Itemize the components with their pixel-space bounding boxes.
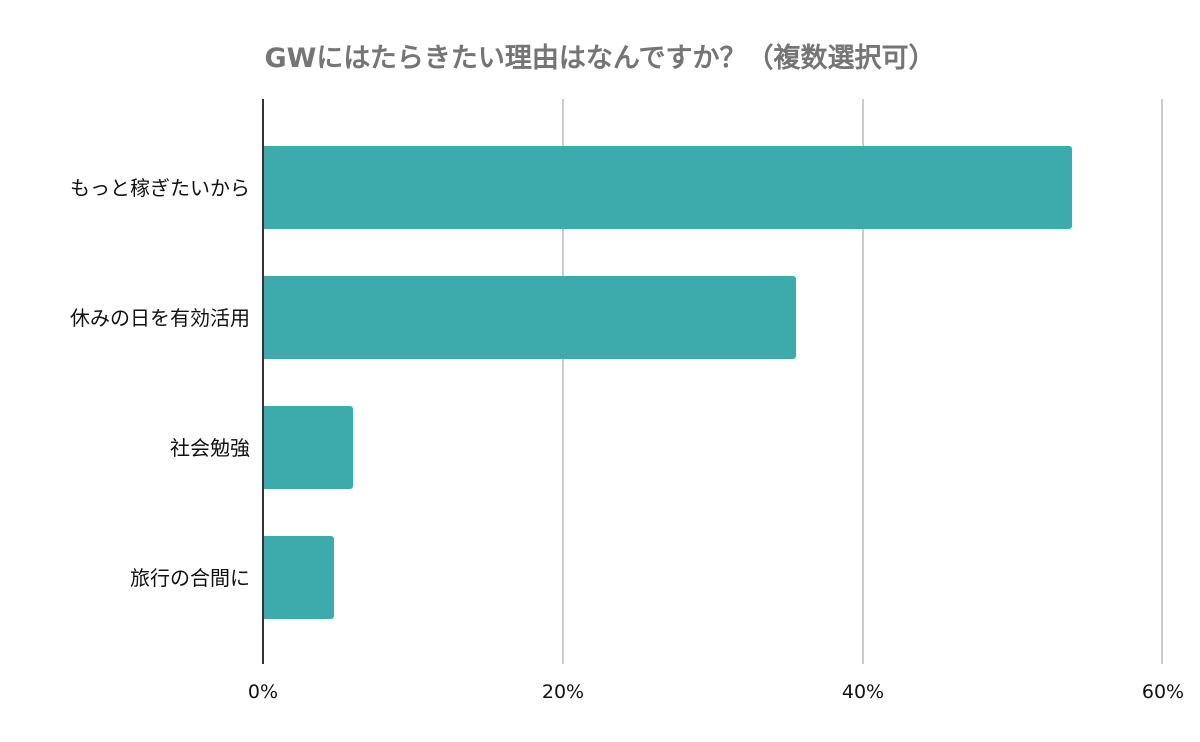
category-label: 社会勉強 bbox=[170, 436, 250, 460]
x-tick-label: 40% bbox=[841, 681, 885, 703]
gridline-40 bbox=[862, 99, 864, 664]
category-label: 休みの日を有効活用 bbox=[70, 306, 250, 330]
gridline-20 bbox=[562, 99, 564, 664]
bar bbox=[263, 146, 1072, 229]
plot-area bbox=[262, 99, 1163, 664]
category-label: 旅行の合間に bbox=[130, 566, 250, 590]
bar bbox=[263, 406, 353, 489]
chart-title: GWにはたらきたい理由はなんですか？（複数選択可） bbox=[264, 43, 936, 74]
gridline-60 bbox=[1161, 99, 1163, 664]
x-tick-label: 20% bbox=[541, 681, 585, 703]
x-tick-label: 0% bbox=[247, 681, 279, 703]
y-axis-line bbox=[262, 99, 264, 664]
x-tick-label: 60% bbox=[1141, 681, 1185, 703]
category-label: もっと稼ぎたいから bbox=[70, 176, 250, 200]
bar bbox=[263, 536, 334, 619]
bar bbox=[263, 276, 796, 359]
